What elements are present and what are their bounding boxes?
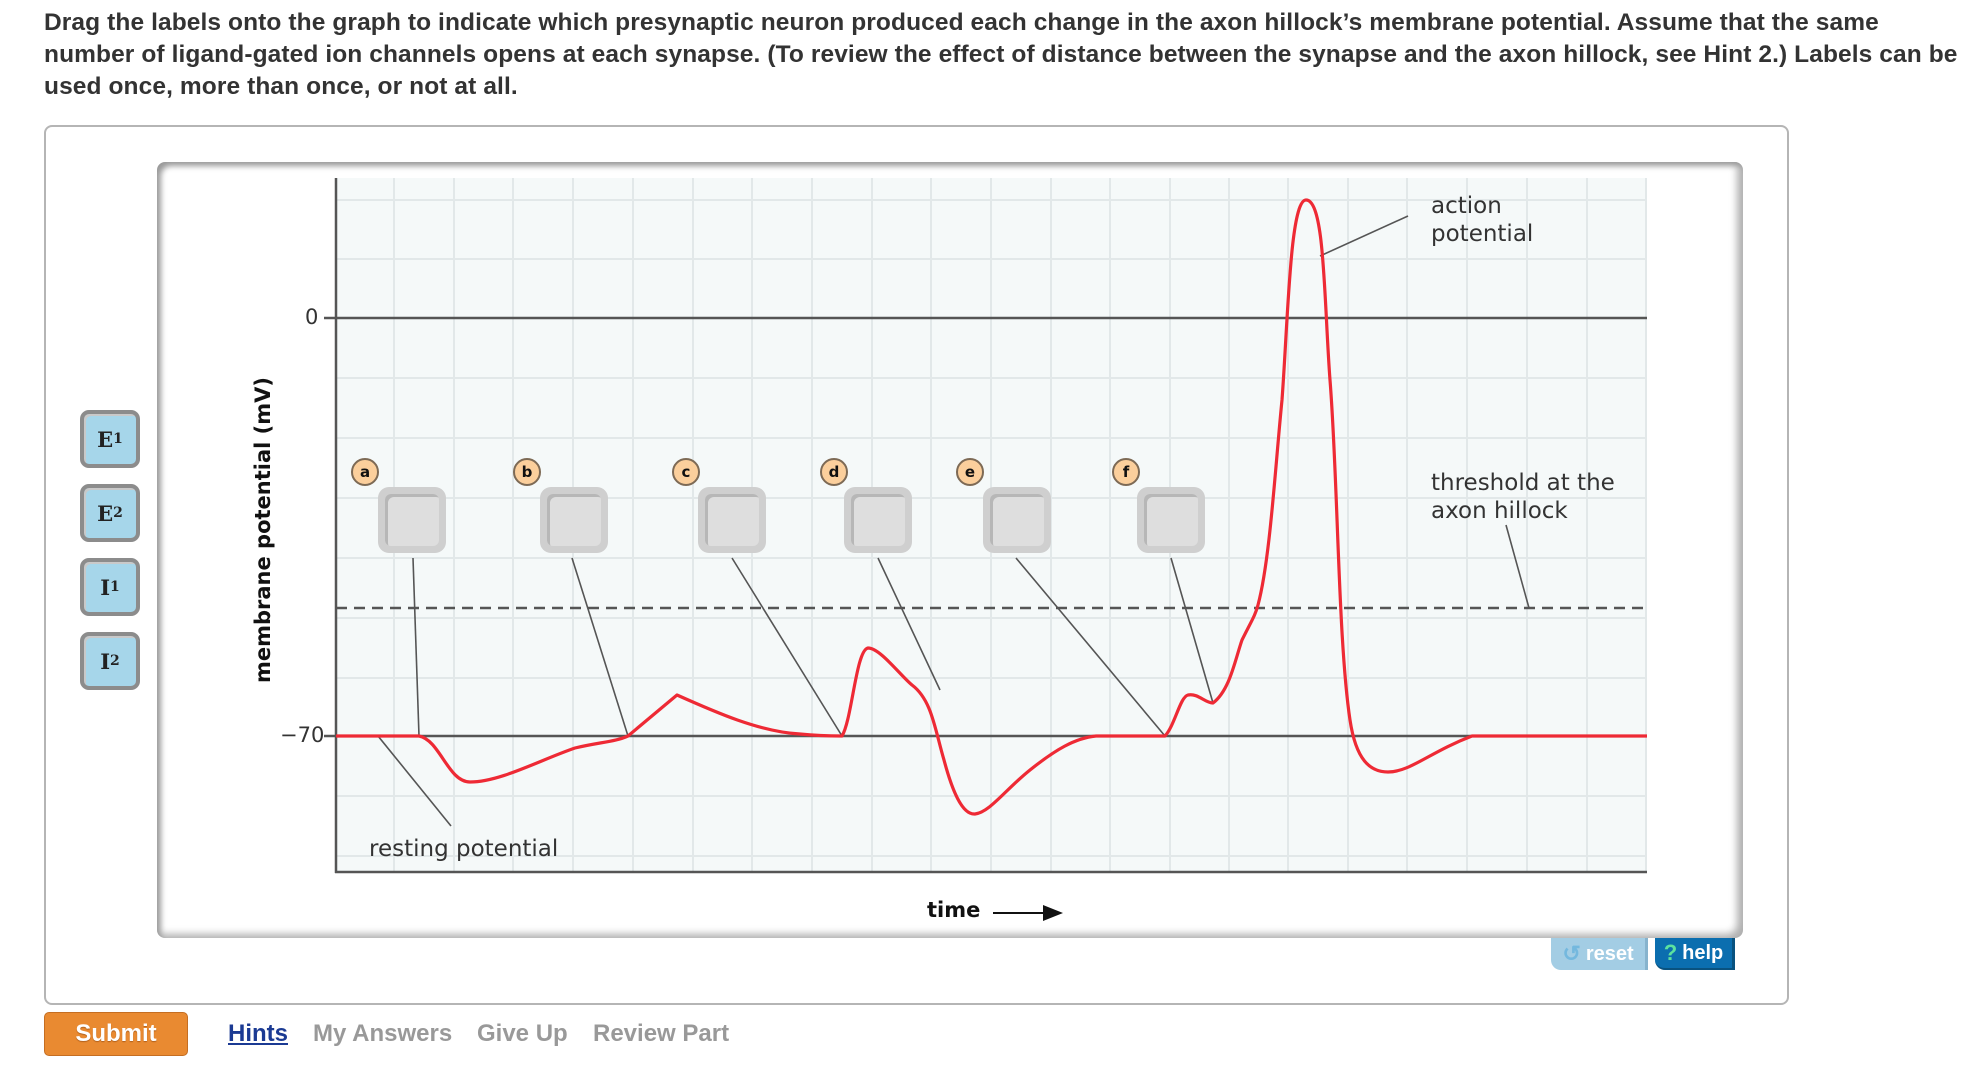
drop-target-b[interactable]	[540, 487, 608, 553]
help-button[interactable]: ? help	[1655, 938, 1735, 970]
drop-target-d[interactable]	[844, 487, 912, 553]
give-up-link[interactable]: Give Up	[477, 1020, 568, 1047]
threshold-annotation: threshold at the axon hillock	[1431, 470, 1615, 524]
my-answers-link[interactable]: My Answers	[313, 1020, 453, 1047]
resting-potential-annotation: resting potential	[369, 836, 559, 862]
review-part-link[interactable]: Review Part	[593, 1020, 730, 1047]
x-axis-label: time	[927, 898, 981, 922]
time-arrow-icon	[993, 905, 1063, 921]
badge-e: e	[956, 458, 984, 486]
reset-icon: ↺	[1562, 941, 1581, 966]
badge-c: c	[672, 458, 700, 486]
reset-button[interactable]: ↺ reset	[1551, 938, 1648, 970]
y-axis-label: membrane potential (mV)	[251, 376, 275, 684]
hints-link[interactable]: Hints	[228, 1020, 288, 1047]
badge-b: b	[513, 458, 541, 486]
drop-target-c[interactable]	[698, 487, 766, 553]
membrane-potential-trace	[336, 198, 1647, 816]
badge-f: f	[1112, 458, 1140, 486]
action-potential-annotation: action potential	[1431, 193, 1534, 247]
y-tick-minus70: −70	[280, 723, 325, 747]
grid-lines	[336, 178, 1647, 872]
y-tick-0: 0	[305, 305, 319, 329]
submit-button[interactable]: Submit	[44, 1012, 188, 1056]
drop-target-e[interactable]	[983, 487, 1051, 553]
drop-target-f[interactable]	[1137, 487, 1205, 553]
help-icon: ?	[1663, 940, 1678, 965]
leader-lines	[377, 215, 1530, 827]
badge-d: d	[820, 458, 848, 486]
question-container	[44, 125, 1789, 1005]
badge-a: a	[351, 458, 379, 486]
instructions-text: Drag the labels onto the graph to indica…	[44, 9, 1958, 100]
drop-target-a[interactable]	[378, 487, 446, 553]
